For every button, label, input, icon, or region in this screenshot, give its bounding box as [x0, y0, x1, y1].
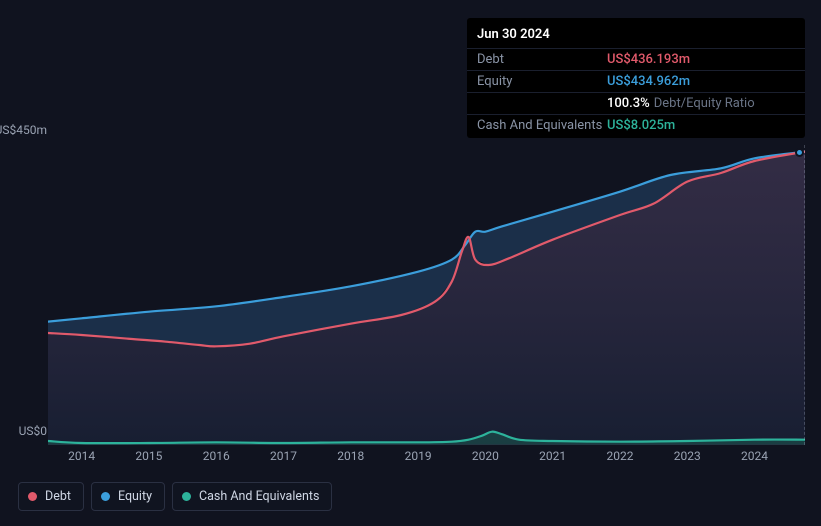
tooltip-row: DebtUS$436.193m	[467, 48, 805, 70]
x-tick-label: 2020	[472, 449, 499, 463]
tooltip-row-value: US$436.193m	[607, 52, 690, 67]
x-tick-label: 2017	[270, 449, 297, 463]
tooltip-row-value: 100.3%	[607, 96, 650, 111]
x-tick-label: 2014	[68, 449, 95, 463]
legend-label: Equity	[118, 489, 152, 504]
y-axis-max-label: US$450m	[0, 123, 47, 137]
tooltip-row: Cash And EquivalentsUS$8.025m	[467, 114, 805, 136]
tooltip-row-label: Equity	[477, 74, 607, 89]
x-tick-label: 2022	[606, 449, 633, 463]
tooltip-date: Jun 30 2024	[467, 24, 805, 48]
x-tick-label: 2016	[203, 449, 230, 463]
x-tick-label: 2023	[674, 449, 701, 463]
legend-dot-icon	[182, 492, 191, 501]
legend-label: Cash And Equivalents	[199, 489, 319, 504]
legend: Debt Equity Cash And Equivalents	[18, 482, 332, 511]
tooltip-row: EquityUS$434.962m	[467, 70, 805, 92]
tooltip-row-label	[477, 96, 607, 111]
cursor-marker	[795, 148, 804, 157]
x-tick-label: 2015	[135, 449, 162, 463]
tooltip-row-value: US$8.025m	[607, 118, 675, 133]
tooltip-row-suffix: Debt/Equity Ratio	[654, 96, 755, 111]
plot-area[interactable]	[48, 145, 805, 445]
legend-label: Debt	[45, 489, 71, 504]
tooltip-row-label: Cash And Equivalents	[477, 118, 607, 133]
tooltip-row: 100.3% Debt/Equity Ratio	[467, 92, 805, 114]
x-tick-label: 2019	[405, 449, 432, 463]
chart-container: Jun 30 2024 DebtUS$436.193mEquityUS$434.…	[0, 0, 821, 526]
x-tick-label: 2024	[741, 449, 768, 463]
tooltip-row-label: Debt	[477, 52, 607, 67]
tooltip-row-value: US$434.962m	[607, 74, 690, 89]
x-axis: 2014 2015 2016 2017 2018 2019 2020 2021 2022 2023…	[48, 449, 805, 469]
legend-item-equity[interactable]: Equity	[91, 482, 165, 511]
hover-tooltip: Jun 30 2024 DebtUS$436.193mEquityUS$434.…	[467, 18, 805, 138]
cursor-guideline	[804, 145, 805, 445]
y-axis-min-label: US$0	[19, 424, 47, 438]
x-tick-label: 2018	[337, 449, 364, 463]
legend-dot-icon	[28, 492, 37, 501]
legend-item-debt[interactable]: Debt	[18, 482, 84, 511]
legend-dot-icon	[101, 492, 110, 501]
legend-item-cash-and-equivalents[interactable]: Cash And Equivalents	[172, 482, 332, 511]
x-tick-label: 2021	[539, 449, 566, 463]
